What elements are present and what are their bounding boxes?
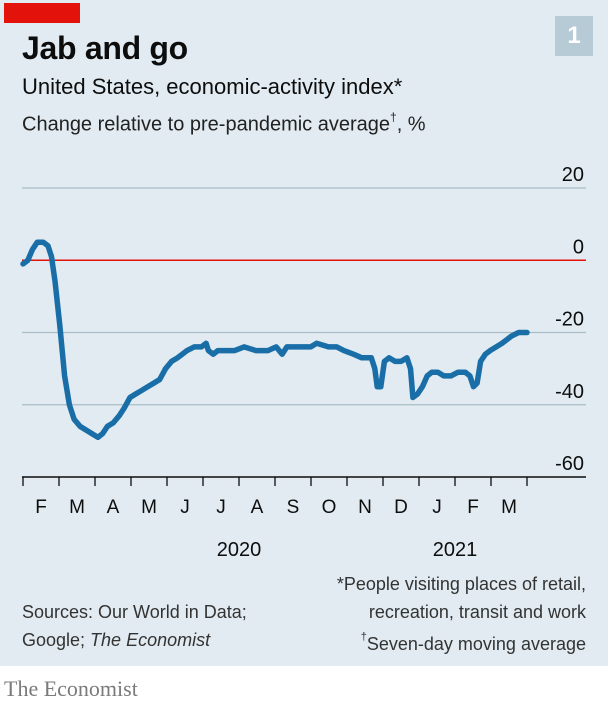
footnote-line-3-text: Seven-day moving average (366, 634, 586, 654)
footnote-line-3: †Seven-day moving average (337, 626, 586, 658)
x-tick-label-6: A (251, 497, 264, 518)
x-tick-label-10: D (394, 497, 408, 518)
x-tick-label-4: J (180, 497, 190, 518)
y-tick-label-3: -40 (555, 381, 584, 403)
sources-line-1: Sources: Our World in Data; (22, 602, 247, 622)
footnote: *People visiting places of retail, recre… (337, 570, 586, 658)
red-accent-tag (4, 3, 80, 23)
x-tick-label-0: F (35, 497, 47, 518)
x-tick-label-5: J (216, 497, 226, 518)
chart-subtitle: United States, economic-activity index* (22, 74, 403, 99)
x-tick-label-11: J (432, 497, 442, 518)
footnote-line-2: recreation, transit and work (368, 602, 586, 622)
x-tick-label-3: M (141, 497, 157, 518)
chart-title: Jab and go (22, 30, 188, 66)
x-tick-label-13: M (501, 497, 517, 518)
sources-economist: The Economist (90, 630, 211, 650)
unit-label-main: Change relative to pre-pandemic average (22, 113, 390, 136)
x-tick-label-12: F (467, 497, 479, 518)
x-tick-label-7: S (287, 497, 300, 518)
footnote-line-1: *People visiting places of retail, (336, 574, 586, 594)
unit-label-suffix: , % (396, 113, 426, 136)
economist-logo-text: The Economist (4, 676, 138, 701)
footnote-dagger: † (360, 631, 367, 643)
chart-unit-label: Change relative to pre-pandemic average†… (22, 110, 426, 137)
series-line-0 (20, 239, 530, 441)
sources-line-2: Google; The Economist (22, 626, 247, 654)
x-tick-label-1: M (69, 497, 85, 518)
x-tick-label-8: O (322, 497, 337, 518)
y-tick-label-0: 20 (562, 164, 584, 186)
chart-number-badge: 1 (555, 16, 593, 56)
year-label-1: 2021 (433, 539, 478, 561)
year-label-0: 2020 (217, 539, 262, 561)
y-tick-label-2: -20 (555, 309, 584, 331)
sources-line-2-prefix: Google; (22, 630, 91, 650)
unit-label-dagger: † (390, 110, 397, 124)
x-tick-label-2: A (107, 497, 120, 518)
sources-note: Sources: Our World in Data; Google; The … (22, 598, 247, 654)
x-tick-label-9: N (358, 497, 372, 518)
y-tick-label-1: 0 (573, 236, 584, 258)
y-tick-label-4: -60 (555, 453, 584, 475)
